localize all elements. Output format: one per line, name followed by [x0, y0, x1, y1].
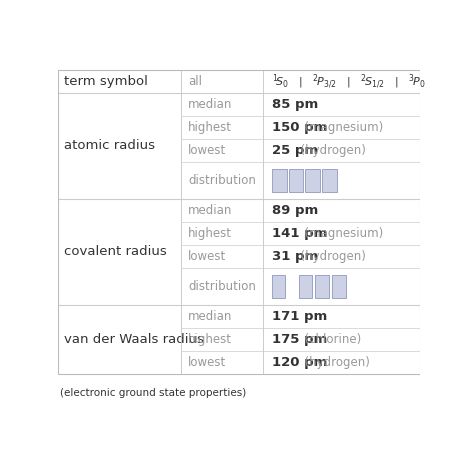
Text: $^1\!S_0$   |   $^2\!P_{3/2}$   |   $^2\!S_{1/2}$   |   $^3\!P_0$: $^1\!S_0$ | $^2\!P_{3/2}$ | $^2\!S_{1/2}… — [272, 72, 425, 91]
Bar — [299, 275, 312, 298]
Text: 141 pm: 141 pm — [272, 227, 327, 240]
Text: (hydrogen): (hydrogen) — [293, 144, 366, 157]
Text: median: median — [188, 98, 232, 111]
Text: highest: highest — [188, 227, 232, 240]
Text: 171 pm: 171 pm — [272, 310, 327, 323]
Text: (magnesium): (magnesium) — [297, 121, 383, 134]
Bar — [272, 169, 287, 192]
Text: lowest: lowest — [188, 144, 226, 157]
Bar — [322, 169, 337, 192]
Text: covalent radius: covalent radius — [64, 246, 167, 258]
Bar — [289, 169, 304, 192]
Text: (hydrogen): (hydrogen) — [293, 250, 366, 263]
Text: 175 pm  (chlorine): 175 pm (chlorine) — [272, 333, 396, 346]
Text: 150 pm: 150 pm — [272, 121, 327, 134]
Bar — [58, 70, 420, 374]
Text: 120 pm: 120 pm — [272, 356, 327, 369]
Text: lowest: lowest — [188, 356, 226, 369]
Bar — [315, 275, 329, 298]
Text: 25 pm  (hydrogen): 25 pm (hydrogen) — [272, 144, 397, 157]
Text: 150 pm  (magnesium): 150 pm (magnesium) — [272, 121, 420, 134]
Bar — [332, 275, 346, 298]
Text: atomic radius: atomic radius — [64, 140, 155, 152]
Text: 31 pm: 31 pm — [272, 250, 318, 263]
Text: 25 pm: 25 pm — [272, 144, 318, 157]
Text: 175 pm: 175 pm — [272, 333, 327, 346]
Text: 31 pm  (hydrogen): 31 pm (hydrogen) — [272, 250, 397, 263]
Text: lowest: lowest — [188, 250, 226, 263]
Text: 141 pm  (magnesium): 141 pm (magnesium) — [272, 227, 420, 240]
Text: (magnesium): (magnesium) — [297, 227, 383, 240]
Text: van der Waals radius: van der Waals radius — [64, 333, 204, 346]
Text: distribution: distribution — [188, 280, 256, 293]
Bar — [272, 275, 285, 298]
Text: 89 pm: 89 pm — [272, 204, 318, 217]
Bar — [305, 169, 320, 192]
Text: 85 pm: 85 pm — [272, 98, 318, 111]
Text: (hydrogen): (hydrogen) — [297, 356, 370, 369]
Text: highest: highest — [188, 121, 232, 134]
Text: 120 pm  (hydrogen): 120 pm (hydrogen) — [272, 356, 405, 369]
Text: all: all — [188, 75, 202, 88]
Text: (chlorine): (chlorine) — [297, 333, 361, 346]
Text: (electronic ground state properties): (electronic ground state properties) — [60, 388, 247, 398]
Text: median: median — [188, 204, 232, 217]
Text: highest: highest — [188, 333, 232, 346]
Text: term symbol: term symbol — [64, 75, 148, 88]
Text: distribution: distribution — [188, 174, 256, 187]
Text: median: median — [188, 310, 232, 323]
